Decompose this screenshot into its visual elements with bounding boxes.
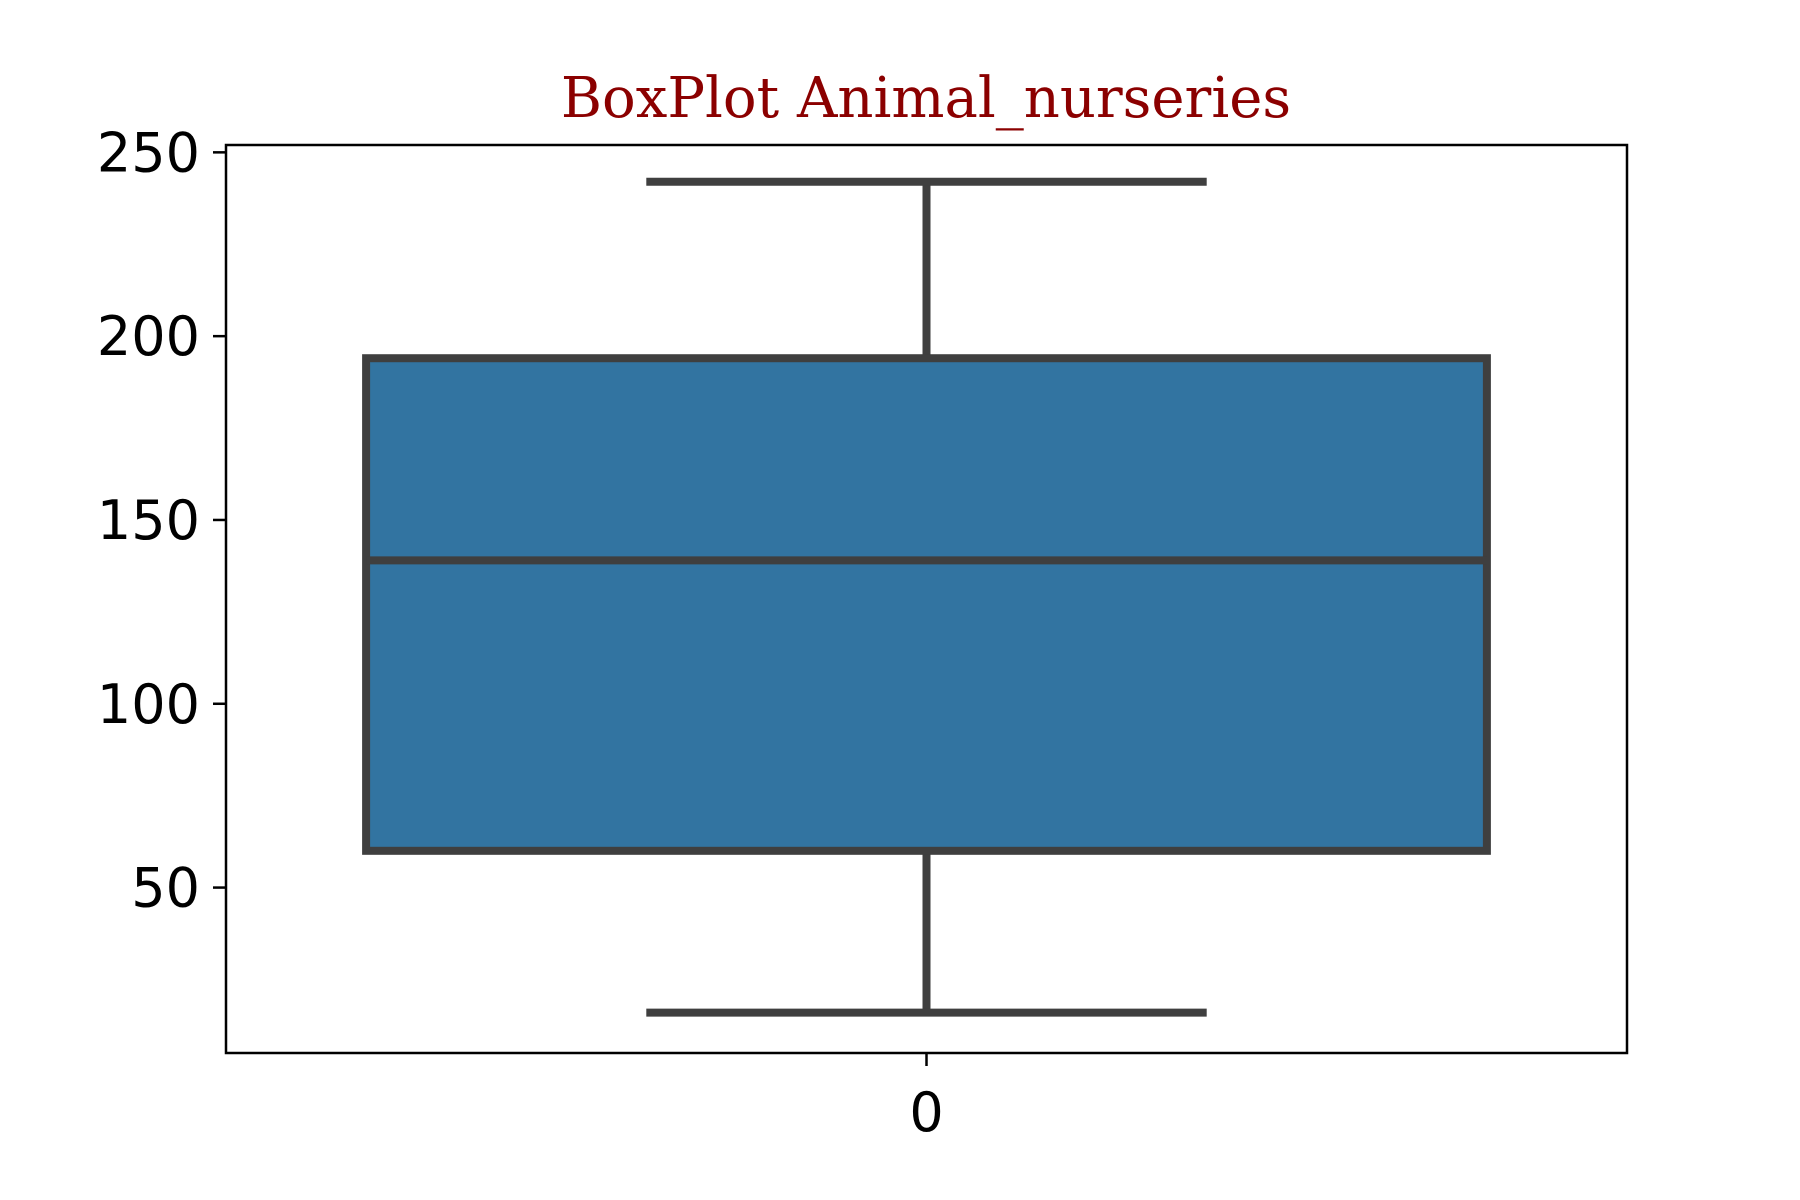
iqr-box — [362, 354, 1491, 855]
y-tick-label: 200 — [97, 305, 200, 368]
y-tick-label: 50 — [131, 857, 200, 920]
box-group — [362, 177, 1491, 1017]
x-axis: 0 — [909, 1053, 944, 1144]
y-tick-label: 250 — [97, 121, 200, 184]
y-tick-label: 150 — [97, 489, 200, 552]
y-tick-label: 100 — [97, 673, 200, 736]
x-tick-label: 0 — [909, 1081, 943, 1144]
chart-title: BoxPlot Animal_nurseries — [561, 66, 1291, 131]
plot-area — [362, 177, 1491, 1017]
y-axis: 50 100 150 200 250 — [97, 121, 226, 920]
